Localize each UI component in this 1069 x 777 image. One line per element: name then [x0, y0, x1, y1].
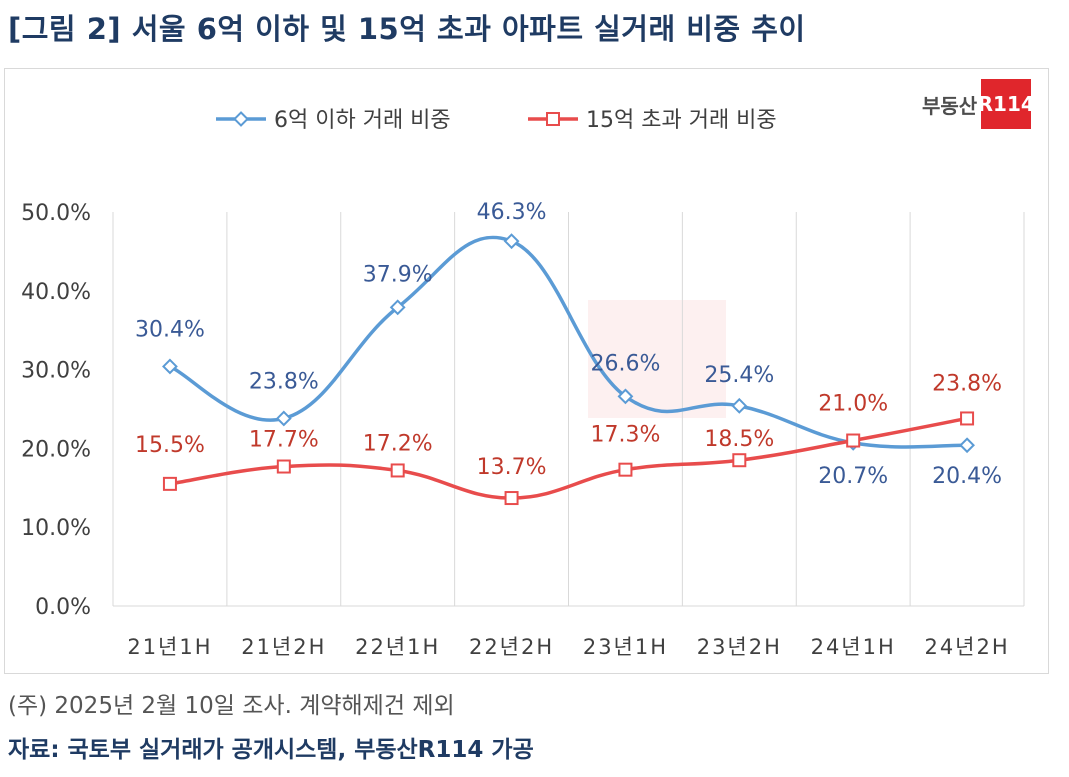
figure-title: [그림 2] 서울 6억 이하 및 15억 초과 아파트 실거래 비중 추이	[8, 12, 806, 46]
data-point-square	[504, 491, 519, 506]
x-tick-label: 22년1H	[355, 635, 440, 659]
data-label: 23.8%	[932, 371, 1002, 396]
data-point-square	[618, 462, 633, 477]
data-point-square	[960, 411, 975, 426]
data-label: 17.2%	[363, 431, 433, 456]
chart-source: 자료: 국토부 실거래가 공개시스템, 부동산R114 가공	[8, 737, 534, 763]
data-label: 17.3%	[590, 423, 660, 448]
data-point-square	[276, 459, 291, 474]
legend-label-1: 6억 이하 거래 비중	[274, 108, 451, 133]
data-point-square	[390, 463, 405, 478]
data-label: 46.3%	[477, 200, 547, 225]
y-tick-label: 10.0%	[21, 516, 91, 541]
data-label: 18.5%	[704, 427, 774, 452]
line-chart: 0.0% 10.0% 20.0% 30.0% 40.0% 50.0% 21년1H 21년2H 2…	[21, 108, 1025, 659]
series-line-1	[169, 235, 968, 449]
legend-label-2: 15억 초과 거래 비중	[586, 108, 777, 133]
r114-logo: 부동산 R114	[922, 79, 1035, 129]
y-tick-label: 30.0%	[21, 359, 91, 384]
data-point-diamond	[617, 388, 634, 405]
y-tick-label: 0.0%	[35, 595, 91, 620]
series-line-2	[169, 416, 968, 500]
y-tick-label: 40.0%	[21, 280, 91, 305]
data-label: 20.7%	[818, 464, 888, 489]
data-point-diamond	[389, 299, 406, 316]
data-label: 37.9%	[363, 262, 433, 287]
data-label: 20.4%	[932, 464, 1002, 489]
x-tick-label: 23년2H	[697, 635, 782, 659]
data-label: 30.4%	[135, 317, 205, 342]
data-label: 17.7%	[249, 428, 319, 453]
data-point-diamond	[162, 358, 178, 375]
x-tick-label: 24년2H	[924, 635, 1009, 659]
x-tick-label: 21년2H	[241, 635, 326, 659]
data-label: 15.5%	[135, 433, 205, 458]
y-tick-label: 50.0%	[21, 201, 91, 226]
data-label: 21.0%	[818, 392, 888, 417]
data-point-diamond	[731, 397, 748, 414]
x-tick-label: 21년1H	[127, 635, 212, 659]
x-tick-label: 24년1H	[811, 635, 896, 659]
data-point-square	[732, 453, 747, 468]
chart-note: (주) 2025년 2월 10일 조사. 계약해제건 제외	[8, 693, 455, 719]
data-point-diamond	[503, 233, 520, 250]
data-point-diamond	[275, 410, 292, 427]
logo-mark: R114	[978, 79, 1035, 129]
watermark-mark	[588, 300, 726, 418]
data-point-diamond	[959, 437, 975, 454]
data-point-square	[162, 476, 177, 491]
legend-marker-diamond	[233, 111, 249, 127]
x-tick-label: 23년1H	[583, 635, 668, 659]
logo-text: 부동산	[922, 93, 978, 118]
data-label: 23.8%	[249, 369, 319, 394]
data-point-square	[846, 433, 861, 448]
data-label: 25.4%	[704, 363, 774, 388]
x-tick-label: 22년2H	[469, 635, 554, 659]
y-tick-label: 20.0%	[21, 437, 91, 462]
legend-marker-square	[546, 112, 560, 126]
data-label: 13.7%	[477, 455, 547, 480]
data-label: 26.6%	[590, 351, 660, 376]
